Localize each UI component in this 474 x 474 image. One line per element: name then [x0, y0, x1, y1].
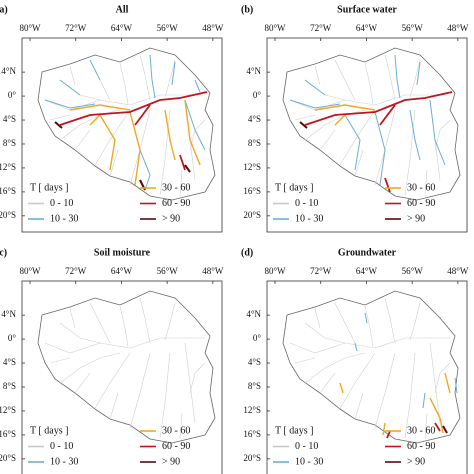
- x-tick-label: 64°W: [356, 266, 378, 276]
- legend-label: > 90: [407, 213, 425, 224]
- y-tick-label: 8°S: [3, 381, 16, 391]
- map-frame: [266, 37, 468, 233]
- legend-label: > 90: [162, 456, 180, 467]
- x-tick-label: 56°W: [402, 266, 424, 276]
- x-tick-label: 64°W: [111, 23, 133, 33]
- y-tick-label: 4°N: [246, 66, 261, 76]
- panel-title: Soil moisture: [94, 247, 151, 258]
- legend-label: 60 - 90: [407, 198, 435, 209]
- y-tick-label: 20°S: [0, 453, 16, 463]
- rivers: [339, 312, 458, 439]
- legend-title: T [ days ]: [30, 182, 68, 193]
- legend-label: > 90: [162, 213, 180, 224]
- y-tick-label: 12°S: [0, 405, 16, 415]
- y-tick-label: 16°S: [0, 186, 16, 196]
- panel-title: Groundwater: [338, 247, 397, 258]
- y-tick-label: 0°: [8, 90, 17, 100]
- y-tick-label: 20°S: [243, 210, 261, 220]
- x-tick-label: 56°W: [157, 23, 179, 33]
- x-tick-label: 48°W: [202, 266, 224, 276]
- y-tick-label: 16°S: [0, 429, 16, 439]
- y-tick-label: 8°S: [248, 381, 261, 391]
- legend-label: 60 - 90: [162, 198, 190, 209]
- y-tick-label: 8°S: [3, 138, 16, 148]
- legend-label: 30 - 60: [407, 182, 435, 193]
- y-tick-label: 4°S: [3, 357, 16, 367]
- x-tick-label: 80°W: [264, 266, 286, 276]
- legend-label: 0 - 10: [295, 441, 318, 452]
- panel-surface-water: (b) Surface water 80°W 72°W 64°W 56°W 48°W 4°N 0…: [241, 4, 469, 233]
- legend-label: 30 - 60: [162, 425, 190, 436]
- map-frame: [266, 280, 468, 474]
- panel-label: (a): [0, 4, 8, 15]
- panel-soil-moisture: (c) Soil moisture 80°W 72°W 64°W 56°W 48°W 4°N 0…: [0, 247, 224, 474]
- legend-label: 0 - 10: [295, 198, 318, 209]
- legend-title: T [ days ]: [30, 425, 68, 436]
- legend-label: 30 - 60: [162, 182, 190, 193]
- legend-label: 0 - 10: [50, 441, 73, 452]
- panel-title: Surface water: [337, 4, 397, 15]
- legend-label: 60 - 90: [162, 441, 190, 452]
- x-tick-label: 48°W: [447, 23, 469, 33]
- x-tick-label: 56°W: [402, 23, 424, 33]
- x-tick-label: 80°W: [19, 23, 41, 33]
- x-tick-label: 72°W: [65, 23, 87, 33]
- legend-title: T [ days ]: [275, 425, 313, 436]
- y-tick-label: 8°S: [248, 138, 261, 148]
- legend-label: 0 - 10: [50, 198, 73, 209]
- legend-label: 30 - 60: [407, 425, 435, 436]
- y-tick-label: 12°S: [0, 162, 16, 172]
- legend-title: T [ days ]: [275, 182, 313, 193]
- legend-label: 10 - 30: [50, 456, 78, 467]
- map-frame: [21, 280, 223, 474]
- panel-label: (c): [0, 247, 7, 258]
- y-tick-label: 0°: [8, 333, 17, 343]
- legend-label: 60 - 90: [407, 441, 435, 452]
- legend-label: > 90: [407, 456, 425, 467]
- legend-label: 10 - 30: [50, 213, 78, 224]
- y-tick-label: 16°S: [243, 429, 261, 439]
- x-tick-label: 80°W: [19, 266, 41, 276]
- x-tick-label: 64°W: [356, 23, 378, 33]
- y-tick-label: 4°S: [248, 357, 261, 367]
- y-tick-label: 4°N: [1, 309, 16, 319]
- y-tick-label: 0°: [253, 333, 262, 343]
- basin-network: [37, 290, 216, 444]
- x-tick-label: 56°W: [157, 266, 179, 276]
- y-tick-label: 16°S: [243, 186, 261, 196]
- x-tick-label: 72°W: [65, 266, 87, 276]
- panel-title: All: [116, 4, 129, 15]
- panel-label: (d): [241, 247, 253, 258]
- x-tick-label: 72°W: [310, 23, 332, 33]
- y-tick-label: 12°S: [243, 405, 261, 415]
- panel-label: (b): [241, 4, 253, 15]
- y-tick-label: 4°N: [1, 66, 16, 76]
- panel-all: (a) All 80°W 72°W 64°W 56°W 48°W 4°N 0° 4°S 8°S 12°…: [0, 4, 224, 233]
- y-tick-label: 4°S: [3, 114, 16, 124]
- x-tick-label: 64°W: [111, 266, 133, 276]
- y-tick-label: 12°S: [243, 162, 261, 172]
- rivers: [289, 54, 453, 193]
- basin-network: [282, 290, 461, 444]
- y-tick-label: 4°S: [248, 114, 261, 124]
- legend-label: 10 - 30: [295, 456, 323, 467]
- map-frame: [21, 37, 223, 233]
- x-tick-label: 80°W: [264, 23, 286, 33]
- x-tick-label: 72°W: [310, 266, 332, 276]
- legend-label: 10 - 30: [295, 213, 323, 224]
- y-tick-label: 20°S: [0, 210, 16, 220]
- y-tick-label: 4°N: [246, 309, 261, 319]
- panel-groundwater: (d) Groundwater 80°W 72°W 64°W 56°W 48°W 4°N 0° 4…: [241, 247, 469, 474]
- y-tick-label: 0°: [253, 90, 262, 100]
- x-tick-label: 48°W: [202, 23, 224, 33]
- y-tick-label: 20°S: [243, 453, 261, 463]
- rivers: [44, 54, 208, 191]
- x-tick-label: 48°W: [447, 266, 469, 276]
